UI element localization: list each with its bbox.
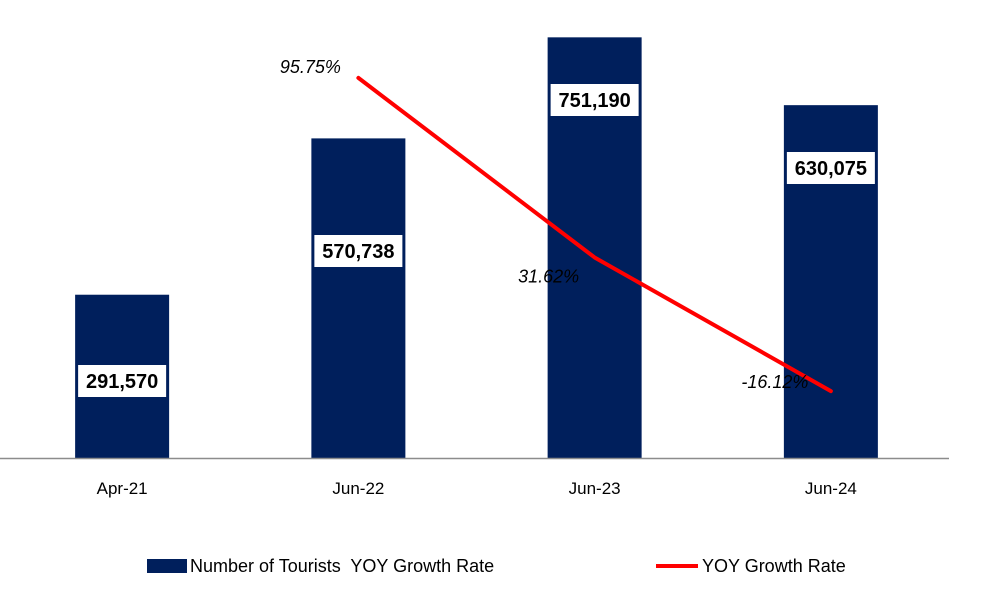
legend-swatch-bar <box>147 559 187 573</box>
bar-value-label: 630,075 <box>786 152 875 184</box>
bar-value-label-box <box>786 152 875 184</box>
bar-value-label: 751,190 <box>550 84 639 116</box>
bar-value-label-box <box>78 365 167 397</box>
x-tick-label: Apr-21 <box>97 479 148 498</box>
x-tick-label: Jun-22 <box>332 479 384 498</box>
legend-item-tourists: Number of Tourists YOY Growth Rate <box>147 556 494 576</box>
legend: Number of Tourists YOY Growth Rate YOY G… <box>147 556 846 576</box>
line-data-labels: 95.75% 31.62% -16.12% <box>280 57 809 392</box>
legend-item-yoy: YOY Growth Rate <box>656 556 846 576</box>
bar-value-text: 751,190 <box>558 90 630 112</box>
bar-value-text: 570,738 <box>322 241 394 263</box>
yoy-rate-label: -16.12% <box>741 372 808 392</box>
x-tick-label: Jun-24 <box>805 479 857 498</box>
yoy-rate-label: 31.62% <box>518 266 579 286</box>
bar-value-label: 291,570 <box>78 365 167 397</box>
legend-label-tourists: Number of Tourists YOY Growth Rate <box>190 556 494 576</box>
x-tick-label: Jun-23 <box>569 479 621 498</box>
bar-value-text: 630,075 <box>795 158 867 180</box>
bar-data-labels: 291,570 570,738 751,190 630,075 <box>78 84 875 397</box>
yoy-rate-label: 95.75% <box>280 57 341 77</box>
x-axis-ticks: Apr-21 Jun-22 Jun-23 Jun-24 <box>97 479 857 498</box>
line-series <box>356 75 833 394</box>
bar-series <box>75 37 878 459</box>
bar-value-label-box <box>550 84 639 116</box>
bar-value-text: 291,570 <box>86 371 158 393</box>
bar-jun-22 <box>311 138 406 458</box>
bar-value-label-box <box>314 235 403 267</box>
bar-value-label: 570,738 <box>314 235 403 267</box>
legend-label-yoy: YOY Growth Rate <box>702 556 846 576</box>
